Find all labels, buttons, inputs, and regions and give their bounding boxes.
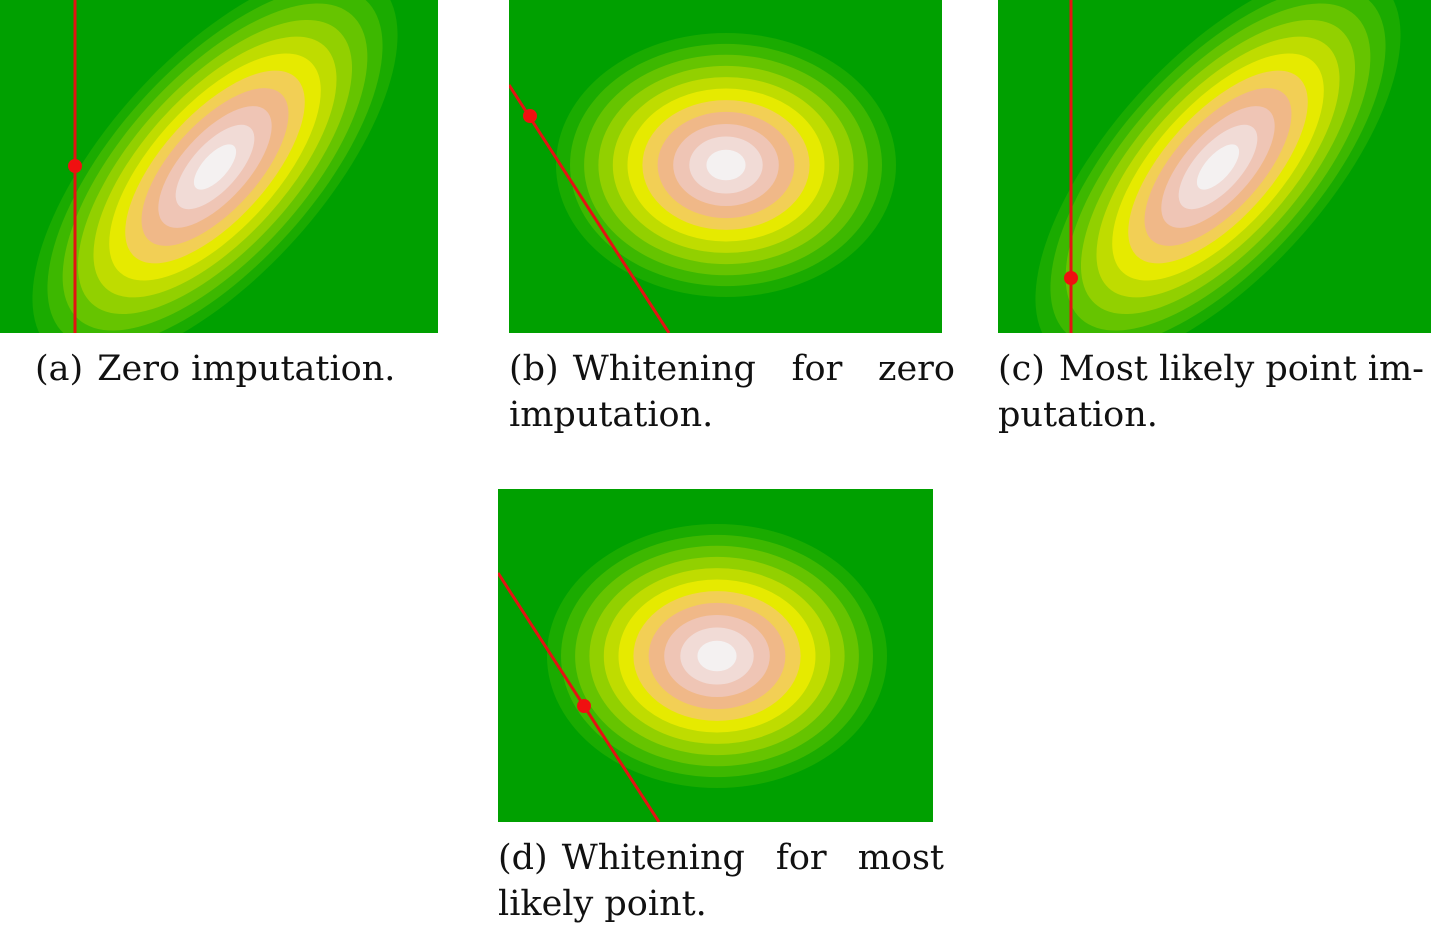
caption-text-d-1-word: Whitening (561, 838, 745, 878)
caption-text-b-1-word: Whitening (572, 349, 756, 389)
caption-a: (a) Zero imputation. (35, 346, 435, 392)
plot-body-d (498, 489, 933, 822)
plot-body-b (509, 0, 942, 333)
caption-text-d-2: likely point. (498, 884, 707, 924)
contour-level (697, 640, 737, 672)
caption-text-d-1: Whitening for most (562, 835, 944, 881)
caption-text-c-1: Most likely point im- (1058, 349, 1424, 389)
density-plot-b (509, 0, 942, 333)
caption-text-a-1: Zero imputation. (97, 349, 396, 389)
caption-tag-c: (c) (998, 349, 1045, 389)
contour-level (193, 144, 237, 190)
imputed-point (523, 109, 537, 123)
density-plot-d (498, 489, 933, 822)
contour-level (706, 149, 746, 181)
caption-c: (c) Most likely point im- putation. (998, 346, 1440, 438)
caption-text-d-1-word: most (857, 838, 944, 878)
imputed-point (577, 699, 591, 713)
constraint-line (509, 84, 671, 333)
constraint-line (498, 572, 661, 822)
contour-level (1196, 144, 1240, 190)
density-plot-a (0, 0, 438, 333)
caption-d: (d) Whitening for most likely point. (498, 835, 944, 927)
imputed-point (1064, 271, 1078, 285)
caption-text-d-1-word: for (775, 838, 827, 878)
caption-tag-a: (a) (35, 349, 84, 389)
caption-text-b-1-word: for (791, 349, 843, 389)
plot-body-a (0, 0, 438, 333)
plot-body-c (998, 0, 1431, 333)
caption-text-c-2: putation. (998, 395, 1158, 435)
caption-tag-b: (b) (509, 349, 559, 389)
density-contours (547, 524, 887, 788)
imputed-point (68, 159, 82, 173)
caption-text-b-1: Whitening for zero (573, 346, 955, 392)
density-plot-c (998, 0, 1431, 333)
caption-b: (b) Whitening for zero imputation. (509, 346, 955, 438)
density-contours (556, 33, 896, 297)
density-contours (32, 0, 398, 333)
caption-text-b-1-word: zero (878, 349, 955, 389)
caption-text-b-2: imputation. (509, 395, 714, 435)
density-contours (1035, 0, 1401, 333)
caption-tag-d: (d) (498, 838, 548, 878)
